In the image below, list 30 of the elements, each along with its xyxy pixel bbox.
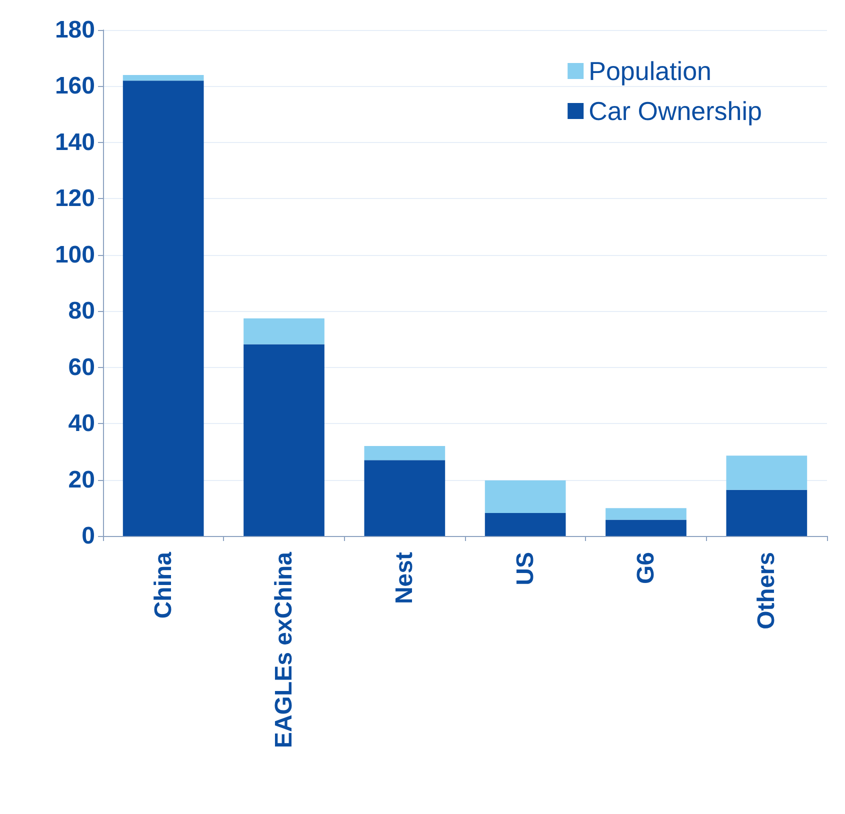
x-tick-label: G6 [632, 552, 660, 584]
y-tick-label: 180 [54, 16, 95, 44]
bar [606, 520, 686, 536]
bar [726, 490, 808, 536]
y-tick-label: 140 [54, 128, 95, 156]
bar [484, 512, 566, 536]
y-tick-label: 20 [68, 466, 95, 494]
bar [606, 508, 686, 520]
bar [122, 74, 204, 81]
x-tick-label: Others [753, 552, 780, 630]
legend-label: Car Ownership [588, 96, 762, 126]
x-tick-label: EAGLEs exChina [270, 551, 298, 748]
y-tick-label: 80 [68, 298, 95, 325]
bar [244, 318, 324, 344]
y-tick-label: 40 [68, 410, 95, 438]
legend-label: Population [588, 56, 712, 86]
bar [726, 456, 808, 490]
x-tick-label: China [150, 551, 177, 619]
bar [122, 80, 204, 536]
bar [364, 446, 446, 460]
bar [244, 344, 324, 536]
y-tick-label: 100 [54, 241, 95, 268]
bar [484, 480, 566, 513]
y-tick-label: 60 [68, 354, 95, 381]
y-tick-label: 160 [54, 72, 95, 100]
bar [364, 460, 446, 536]
x-tick-label: US [512, 552, 539, 586]
y-tick-label: 0 [82, 522, 95, 550]
x-tick-label: Nest [391, 552, 418, 604]
y-tick-label: 120 [54, 185, 95, 212]
